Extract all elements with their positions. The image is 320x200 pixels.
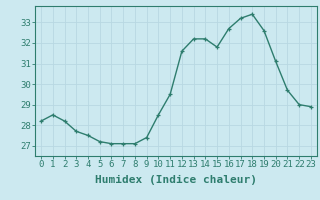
X-axis label: Humidex (Indice chaleur): Humidex (Indice chaleur): [95, 175, 257, 185]
